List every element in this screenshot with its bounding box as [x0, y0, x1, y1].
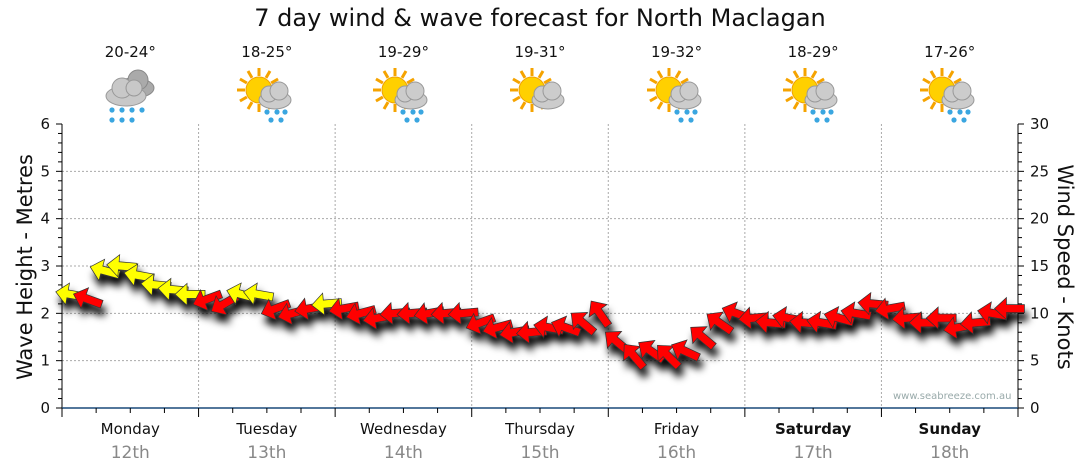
day-date: 15th: [520, 443, 560, 463]
wind-arrow: [706, 311, 735, 336]
wind-arrow: [925, 306, 957, 330]
wind-arrow: [737, 306, 770, 331]
day-date: 16th: [657, 443, 697, 463]
wind-arrow: [243, 282, 275, 306]
day-label: Tuesday: [236, 420, 298, 438]
y2-tick-label: 10: [1030, 304, 1049, 322]
wind-arrow: [447, 301, 479, 326]
wind-arrow: [106, 254, 138, 278]
day-label: Sunday: [918, 420, 981, 438]
sun-cloud-icon: [508, 66, 572, 124]
y-tick-label: 1: [40, 352, 50, 370]
day-temperature: 20-24°: [104, 43, 156, 61]
wind-arrow: [570, 312, 598, 336]
day-label: Wednesday: [360, 420, 447, 438]
day-date: 13th: [247, 443, 287, 463]
wind-arrow: [345, 302, 377, 326]
sun-cloud-rain-icon: [371, 66, 435, 124]
day-date: 17th: [793, 443, 833, 463]
y-tick-label: 2: [40, 304, 50, 322]
sun-cloud-rain-icon: [781, 66, 845, 124]
day-date: 18th: [930, 443, 970, 463]
chart-title: 7 day wind & wave forecast for North Mac…: [254, 4, 826, 32]
day-temperature: 19-32°: [651, 43, 703, 61]
wind-arrow: [260, 298, 292, 321]
rain-cloud-icon: [98, 66, 162, 124]
wind-arrows: [55, 254, 1025, 371]
y2-tick-label: 25: [1030, 162, 1049, 180]
y2-tick-label: 15: [1030, 257, 1049, 275]
y-tick-label: 0: [40, 399, 50, 417]
y-tick-label: 4: [40, 210, 50, 228]
sun-cloud-rain-icon: [235, 66, 299, 124]
y2-tick-label: 0: [1030, 399, 1040, 417]
wind-arrow: [328, 297, 360, 321]
y-tick-label: 5: [40, 162, 50, 180]
y2-tick-label: 5: [1030, 352, 1040, 370]
wind-arrow: [623, 344, 648, 371]
day-temperature: 18-25°: [241, 43, 293, 61]
sun-cloud-rain-icon: [918, 66, 982, 124]
day-label: Friday: [653, 420, 700, 438]
day-temperature: 19-29°: [377, 43, 429, 61]
day-temperature: 18-29°: [787, 43, 839, 61]
wind-arrow: [891, 306, 923, 331]
wind-arrow: [588, 300, 613, 329]
y-tick-label: 3: [40, 257, 50, 275]
wind-arrow: [690, 326, 717, 351]
day-label: Saturday: [774, 420, 852, 438]
wind-arrow: [192, 288, 224, 312]
wind-arrow: [551, 315, 582, 338]
day-date: 12th: [110, 443, 150, 463]
wind-arrow: [671, 339, 701, 362]
sun-cloud-rain-icon: [645, 66, 709, 124]
day-temperature: 19-31°: [514, 43, 566, 61]
wind-arrow: [993, 296, 1025, 321]
day-date: 14th: [383, 443, 423, 463]
y2-tick-label: 20: [1030, 210, 1049, 228]
wind-arrow: [73, 287, 104, 310]
day-label: Thursday: [505, 420, 575, 438]
wind-arrow: [465, 312, 497, 335]
wind-arrow: [657, 344, 682, 370]
wind-arrow: [482, 316, 514, 340]
left-axis-title: Wave Height - Metres: [13, 154, 37, 380]
day-label: Monday: [100, 420, 160, 438]
right-axis-title: Wind Speed - Knots: [1053, 164, 1077, 370]
day-temperature: 17-26°: [924, 43, 976, 61]
y2-tick-label: 30: [1030, 115, 1049, 133]
wind-arrow: [874, 297, 906, 321]
watermark[interactable]: www.seabreeze.com.au: [893, 391, 1012, 402]
wind-arrow: [174, 282, 206, 307]
y-tick-label: 6: [40, 115, 50, 133]
